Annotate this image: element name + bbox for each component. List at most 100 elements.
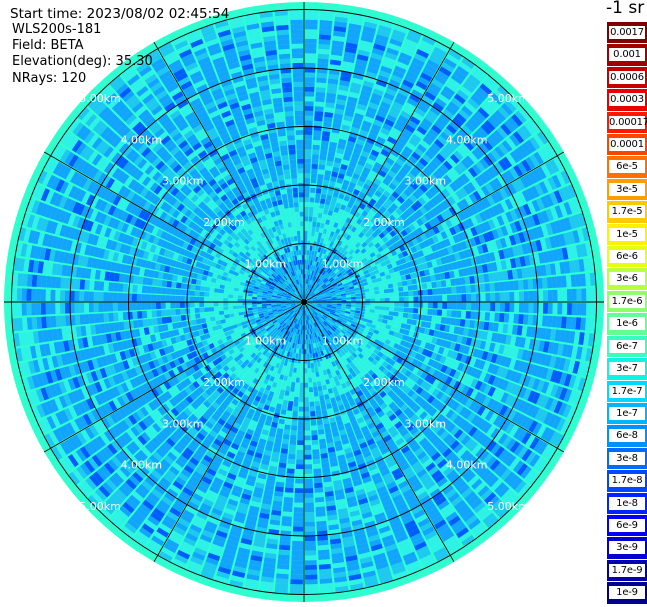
range-gate-cell — [345, 246, 352, 253]
range-gate-cell — [294, 391, 299, 398]
range-gate-cell — [482, 512, 496, 525]
range-gate-cell — [532, 378, 541, 391]
range-gate-cell — [549, 355, 557, 368]
range-gate-cell — [353, 222, 360, 229]
range-gate-cell — [478, 222, 487, 233]
range-gate-cell — [330, 272, 336, 277]
range-gate-cell — [341, 304, 347, 307]
range-gate-cell — [399, 52, 413, 62]
range-gate-cell — [430, 322, 436, 330]
range-gate-cell — [508, 234, 517, 246]
range-gate-cell — [310, 425, 317, 431]
range-gate-cell — [279, 535, 291, 541]
range-gate-cell — [349, 219, 356, 226]
range-gate-cell — [392, 101, 404, 110]
range-gate-cell — [331, 318, 337, 323]
range-gate-cell — [388, 442, 398, 451]
range-gate-cell — [426, 246, 434, 254]
range-gate-cell — [566, 405, 577, 420]
range-gate-cell — [324, 266, 329, 272]
range-gate-cell — [324, 111, 334, 118]
range-gate-cell — [427, 484, 439, 495]
range-gate-cell — [467, 328, 474, 338]
range-gate-cell — [298, 421, 304, 426]
range-gate-cell — [379, 306, 385, 311]
range-gate-cell — [382, 254, 389, 261]
range-gate-cell — [299, 397, 304, 402]
range-gate-cell — [484, 100, 497, 112]
range-gate-cell — [329, 328, 334, 334]
range-gate-cell — [400, 415, 409, 425]
range-gate-cell — [518, 218, 527, 231]
range-gate-cell — [304, 115, 314, 121]
range-gate-cell — [356, 103, 367, 111]
range-gate-cell — [421, 441, 432, 451]
range-gate-cell — [298, 406, 304, 412]
range-gate-cell — [284, 492, 294, 498]
range-gate-cell — [443, 419, 453, 430]
range-gate-cell — [365, 305, 371, 309]
range-gate-cell — [304, 202, 309, 207]
range-gate-cell — [388, 110, 399, 119]
range-gate-cell — [447, 195, 456, 206]
range-gate-cell — [457, 161, 467, 172]
range-gate-cell — [382, 280, 388, 285]
range-gate-cell — [347, 165, 355, 173]
range-gate-cell — [365, 295, 371, 299]
range-gate-cell — [460, 354, 468, 363]
range-gate-cell — [319, 582, 333, 589]
range-gate-cell — [361, 446, 370, 454]
range-gate-cell — [446, 539, 460, 551]
range-gate-cell — [317, 336, 322, 342]
range-gate-cell — [490, 92, 503, 105]
range-gate-cell — [446, 124, 457, 135]
range-gate-cell — [515, 413, 526, 426]
range-gate-cell — [306, 295, 311, 300]
range-gate-cell — [330, 309, 336, 313]
range-gate-cell — [412, 57, 425, 68]
range-gate-cell — [327, 245, 332, 252]
range-gate-cell — [315, 332, 320, 338]
range-gate-cell — [354, 453, 364, 461]
range-gate-cell — [557, 289, 563, 301]
range-gate-cell — [322, 213, 328, 220]
range-gate-cell — [339, 361, 346, 368]
range-gate-cell — [313, 391, 319, 397]
range-gate-cell — [371, 333, 378, 339]
range-gate-cell — [445, 317, 452, 325]
range-gate-cell — [561, 316, 567, 329]
range-gate-cell — [332, 273, 337, 279]
range-gate-cell — [428, 187, 438, 197]
range-gate-cell — [369, 97, 381, 106]
range-gate-cell — [533, 151, 544, 165]
range-gate-cell — [324, 332, 329, 338]
range-gate-cell — [304, 440, 311, 446]
range-gate-cell — [549, 431, 560, 445]
range-gate-cell — [326, 317, 332, 322]
range-gate-cell — [429, 420, 439, 430]
range-gate-cell — [381, 221, 389, 229]
range-gate-cell — [509, 258, 517, 269]
range-gate-cell — [322, 315, 327, 320]
range-gate-cell — [381, 375, 389, 383]
range-gate-cell — [375, 253, 383, 259]
range-gate-cell — [307, 309, 311, 315]
range-gate-cell — [458, 109, 470, 121]
range-gate-cell — [558, 357, 566, 371]
range-gate-cell — [334, 322, 340, 327]
range-gate-cell — [305, 264, 308, 270]
range-gate-cell — [360, 187, 368, 195]
range-gate-cell — [402, 163, 412, 172]
range-gate-cell — [411, 319, 417, 326]
range-gate-cell — [375, 298, 380, 302]
range-gate-cell — [385, 363, 393, 371]
range-gate-cell — [324, 204, 330, 210]
range-gate-cell — [459, 277, 466, 285]
range-gate-cell — [403, 386, 412, 395]
range-gate-cell — [346, 101, 357, 108]
range-gate-cell — [317, 58, 329, 65]
range-gate-cell — [304, 401, 310, 407]
range-gate-cell — [408, 380, 416, 389]
range-gate-cell — [334, 277, 340, 282]
range-gate-cell — [431, 78, 444, 89]
